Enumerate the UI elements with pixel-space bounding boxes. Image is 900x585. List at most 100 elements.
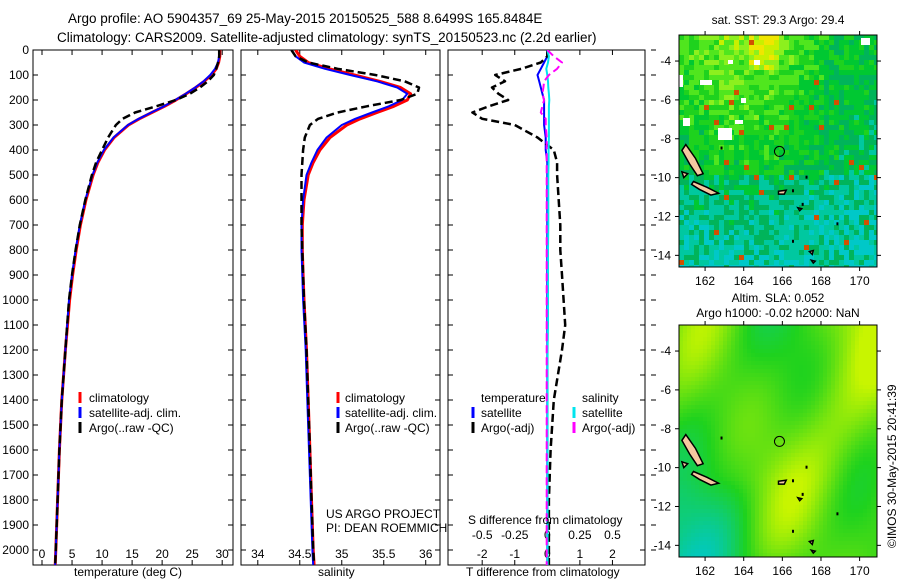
map-cell [689, 135, 694, 140]
map-cell [824, 250, 829, 255]
map-cell [814, 225, 819, 230]
map-cell [784, 180, 789, 185]
map-cell [807, 413, 811, 417]
map-cell [835, 333, 839, 337]
map-cell [831, 453, 835, 457]
map-cell [751, 373, 755, 377]
map-cell [815, 401, 819, 405]
map-cell [714, 230, 719, 235]
map-cell [754, 180, 759, 185]
map-cell [855, 509, 859, 513]
map-cell [795, 457, 799, 461]
map-cell [769, 135, 774, 140]
map-cell [764, 140, 769, 145]
map-cell [739, 497, 743, 501]
latitude-tick-label: -6 [660, 93, 671, 107]
map-cell [784, 145, 789, 150]
map-cell [751, 541, 755, 545]
map-cell [871, 441, 875, 445]
map-cell [729, 225, 734, 230]
map-cell [829, 45, 834, 50]
map-cell [851, 449, 855, 453]
map-cell [764, 230, 769, 235]
map-cell [714, 70, 719, 75]
map-cell [715, 477, 719, 481]
map-cell [783, 545, 787, 549]
map-cell [795, 357, 799, 361]
map-cell [854, 180, 859, 185]
map-cell [787, 361, 791, 365]
map-cell [843, 493, 847, 497]
map-cell [751, 505, 755, 509]
map-cell [779, 457, 783, 461]
map-cell [695, 337, 699, 341]
map-cell [871, 449, 875, 453]
map-cell [829, 215, 834, 220]
map-cell [843, 537, 847, 541]
map-cell [754, 85, 759, 90]
map-cell [715, 457, 719, 461]
map-cell [779, 90, 784, 95]
map-cell [814, 35, 819, 40]
map-cell [855, 465, 859, 469]
map-cell [729, 200, 734, 205]
x-tick-label: 2 [609, 547, 616, 561]
map-cell [695, 441, 699, 445]
map-cell [747, 497, 751, 501]
map-cell [763, 505, 767, 509]
map-cell [839, 377, 843, 381]
map-cell [783, 497, 787, 501]
map-cell [827, 521, 831, 525]
map-cell [759, 240, 764, 245]
map-cell [787, 505, 791, 509]
map-cell [683, 497, 687, 501]
map-cell [844, 135, 849, 140]
map-cell [803, 345, 807, 349]
map-cell [734, 140, 739, 145]
map-cell [689, 35, 694, 40]
map-cell [704, 195, 709, 200]
map-cell [707, 521, 711, 525]
map-cell [835, 341, 839, 345]
map-cell [849, 130, 854, 135]
map-cell [703, 337, 707, 341]
map-cell [707, 369, 711, 373]
map-cell [759, 65, 764, 70]
map-cell [707, 357, 711, 361]
map-cell [784, 80, 789, 85]
map-cell [791, 341, 795, 345]
map-cell [771, 373, 775, 377]
map-cell [703, 517, 707, 521]
map-cell [819, 361, 823, 365]
map-cell [811, 449, 815, 453]
map-cell [829, 125, 834, 130]
map-cell [739, 35, 744, 40]
map-cell [859, 55, 864, 60]
map-cell [699, 513, 703, 517]
map-cell [807, 509, 811, 513]
map-cell [763, 481, 767, 485]
map-cell [695, 425, 699, 429]
map-cell [824, 175, 829, 180]
map-cell [849, 165, 854, 170]
map-cell [851, 381, 855, 385]
map-cell [711, 465, 715, 469]
map-cell [754, 195, 759, 200]
map-cell [799, 55, 804, 60]
map-cell [854, 235, 859, 240]
map-cell [843, 545, 847, 549]
map-cell [871, 517, 875, 521]
map-cell [743, 409, 747, 413]
map-cell [854, 220, 859, 225]
map-cell [834, 160, 839, 165]
map-cell [734, 155, 739, 160]
map-cell [867, 425, 871, 429]
map-cell [789, 170, 794, 175]
map-cell [691, 397, 695, 401]
map-cell [694, 65, 699, 70]
map-cell [789, 115, 794, 120]
map-cell [859, 45, 864, 50]
map-cell [719, 170, 724, 175]
map-cell [731, 365, 735, 369]
map-cell [711, 365, 715, 369]
